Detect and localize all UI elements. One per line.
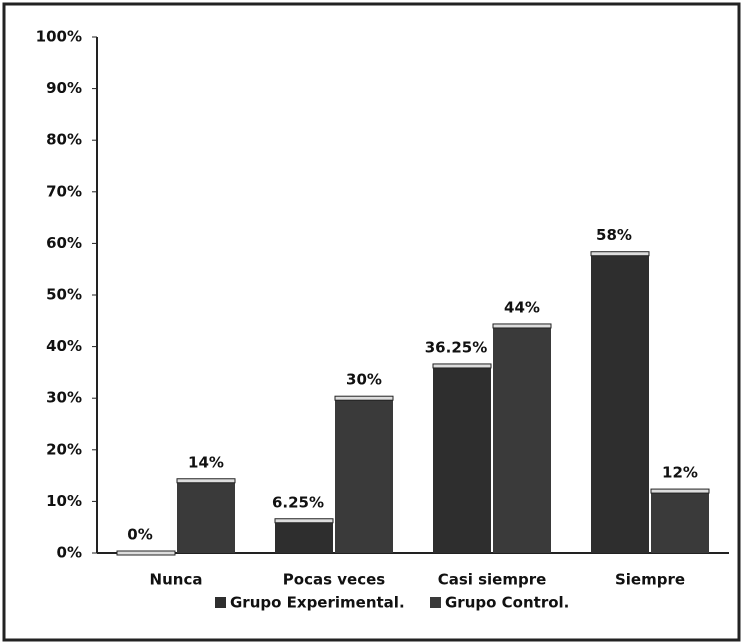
x-tick-label: Nunca [150,571,203,589]
bar [651,491,709,553]
y-tick-label: 40% [46,337,82,355]
y-tick-label: 70% [46,182,82,200]
value-label: 14% [188,453,224,471]
bar-top [274,518,334,524]
y-tick-label: 20% [46,440,82,458]
value-label: 58% [596,226,632,244]
value-label: 44% [504,298,540,316]
y-tick-label: 60% [46,234,82,252]
y-tick-label: 50% [46,286,82,304]
legend-label: Grupo Experimental. [230,594,405,612]
x-tick-label: Casi siempre [438,571,547,589]
value-label: 36.25% [425,338,487,356]
bar-top [650,488,710,494]
y-tick-label: 90% [46,79,82,97]
value-label: 0% [127,526,152,544]
value-label: 12% [662,464,698,482]
bar [275,520,333,553]
bar-top [116,550,176,556]
x-tick-label: Siempre [615,571,685,589]
y-tick-label: 0% [57,544,82,562]
y-tick-label: 30% [46,389,82,407]
bar-top [590,251,650,257]
y-tick-label: 80% [46,131,82,149]
legend-swatch [430,597,441,608]
y-tick-label: 10% [46,492,82,510]
bar-top [176,478,236,484]
bar [493,325,551,553]
bar-top [334,395,394,401]
bar [591,253,649,553]
x-tick-label: Pocas veces [283,571,385,589]
y-tick-label: 100% [36,28,82,46]
bar [335,398,393,553]
bar [177,480,235,553]
legend-label: Grupo Control. [445,594,569,612]
legend-swatch [215,597,226,608]
bar-top [432,363,492,369]
bar-top [492,323,552,329]
value-label: 30% [346,371,382,389]
value-label: 6.25% [272,493,324,511]
bar [433,365,491,553]
